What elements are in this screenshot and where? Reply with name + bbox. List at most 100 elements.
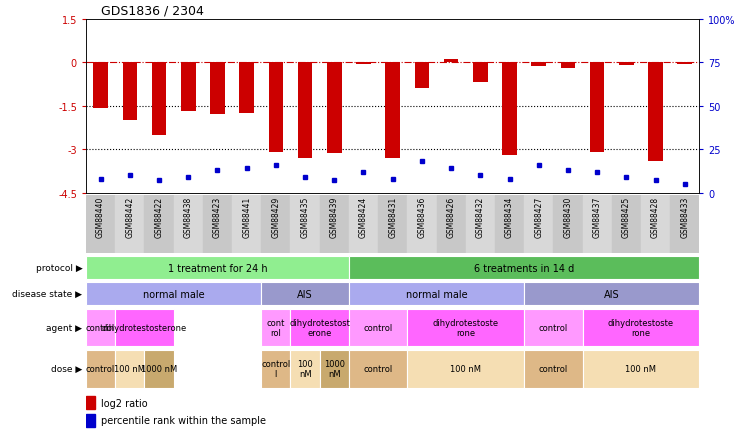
Text: GSM88425: GSM88425 bbox=[622, 197, 631, 238]
Bar bbox=[437, 195, 466, 254]
Bar bbox=[349, 350, 408, 388]
Bar bbox=[86, 414, 95, 427]
Bar bbox=[94, 63, 108, 109]
Text: control: control bbox=[364, 323, 393, 332]
Bar bbox=[115, 350, 144, 388]
Text: GDS1836 / 2304: GDS1836 / 2304 bbox=[101, 4, 204, 17]
Bar bbox=[86, 350, 115, 388]
Bar bbox=[641, 195, 670, 254]
Text: GSM88438: GSM88438 bbox=[184, 197, 193, 238]
Bar bbox=[203, 195, 232, 254]
Bar bbox=[144, 350, 174, 388]
Text: control: control bbox=[539, 323, 568, 332]
Text: control: control bbox=[364, 365, 393, 373]
Bar bbox=[444, 59, 459, 63]
Text: GSM88441: GSM88441 bbox=[242, 197, 251, 238]
Text: 100 nM: 100 nM bbox=[450, 365, 481, 373]
Text: 6 treatments in 14 d: 6 treatments in 14 d bbox=[474, 263, 574, 273]
Bar bbox=[583, 350, 699, 388]
Text: GSM88436: GSM88436 bbox=[417, 197, 426, 238]
Bar bbox=[349, 309, 408, 346]
Text: control: control bbox=[539, 365, 568, 373]
Text: 100 nM: 100 nM bbox=[625, 365, 657, 373]
Text: normal male: normal male bbox=[143, 289, 204, 299]
Bar bbox=[290, 309, 349, 346]
Text: GSM88430: GSM88430 bbox=[563, 197, 572, 238]
Text: disease state ▶: disease state ▶ bbox=[12, 289, 82, 299]
Bar bbox=[261, 309, 290, 346]
Text: normal male: normal male bbox=[405, 289, 468, 299]
Text: 100
nM: 100 nM bbox=[297, 359, 313, 378]
Bar bbox=[290, 350, 319, 388]
Text: GSM88426: GSM88426 bbox=[447, 197, 456, 238]
Text: GSM88433: GSM88433 bbox=[680, 197, 689, 238]
Bar bbox=[473, 63, 488, 83]
Text: AIS: AIS bbox=[297, 289, 313, 299]
Bar bbox=[349, 283, 524, 306]
Bar bbox=[524, 309, 583, 346]
Bar bbox=[466, 195, 495, 254]
Bar bbox=[495, 195, 524, 254]
Text: GSM88435: GSM88435 bbox=[301, 197, 310, 238]
Text: control
l: control l bbox=[261, 359, 290, 378]
Bar bbox=[115, 195, 144, 254]
Bar bbox=[86, 256, 349, 279]
Text: protocol ▶: protocol ▶ bbox=[36, 263, 82, 273]
Bar bbox=[678, 63, 692, 64]
Text: AIS: AIS bbox=[604, 289, 619, 299]
Bar bbox=[319, 350, 349, 388]
Text: log2 ratio: log2 ratio bbox=[102, 398, 148, 408]
Bar bbox=[414, 63, 429, 89]
Text: GSM88427: GSM88427 bbox=[534, 197, 543, 238]
Text: GSM88434: GSM88434 bbox=[505, 197, 514, 238]
Text: GSM88439: GSM88439 bbox=[330, 197, 339, 238]
Text: agent ▶: agent ▶ bbox=[46, 323, 82, 332]
Bar bbox=[115, 309, 174, 346]
Text: 100 nM: 100 nM bbox=[114, 365, 145, 373]
Text: 1000 nM: 1000 nM bbox=[141, 365, 177, 373]
Bar bbox=[356, 63, 371, 64]
Bar bbox=[524, 195, 554, 254]
Text: dihydrotestosterone: dihydrotestosterone bbox=[102, 323, 187, 332]
Text: control: control bbox=[86, 365, 115, 373]
Text: GSM88422: GSM88422 bbox=[155, 197, 164, 237]
Text: dihydrotestoste
rone: dihydrotestoste rone bbox=[432, 318, 499, 337]
Bar bbox=[86, 283, 261, 306]
Bar bbox=[239, 63, 254, 114]
Bar bbox=[86, 195, 115, 254]
Bar bbox=[327, 63, 342, 154]
Bar bbox=[670, 195, 699, 254]
Bar bbox=[144, 195, 174, 254]
Text: dose ▶: dose ▶ bbox=[51, 365, 82, 373]
Bar bbox=[290, 195, 319, 254]
Text: dihydrotestoste
rone: dihydrotestoste rone bbox=[608, 318, 674, 337]
Bar bbox=[590, 63, 604, 153]
Bar bbox=[349, 256, 699, 279]
Text: GSM88429: GSM88429 bbox=[272, 197, 280, 238]
Bar bbox=[649, 63, 663, 161]
Bar bbox=[378, 195, 408, 254]
Text: GSM88432: GSM88432 bbox=[476, 197, 485, 238]
Text: GSM88431: GSM88431 bbox=[388, 197, 397, 238]
Bar bbox=[349, 195, 378, 254]
Bar bbox=[408, 195, 437, 254]
Bar bbox=[408, 350, 524, 388]
Bar bbox=[261, 283, 349, 306]
Text: GSM88442: GSM88442 bbox=[126, 197, 135, 238]
Bar bbox=[524, 350, 583, 388]
Text: percentile rank within the sample: percentile rank within the sample bbox=[102, 415, 266, 425]
Bar bbox=[152, 63, 166, 135]
Bar bbox=[269, 63, 283, 153]
Bar bbox=[583, 309, 699, 346]
Text: GSM88423: GSM88423 bbox=[213, 197, 222, 238]
Bar bbox=[524, 283, 699, 306]
Bar bbox=[261, 195, 290, 254]
Text: GSM88424: GSM88424 bbox=[359, 197, 368, 238]
Bar bbox=[319, 195, 349, 254]
Bar bbox=[298, 63, 313, 158]
Bar bbox=[181, 63, 195, 112]
Bar bbox=[502, 63, 517, 155]
Bar bbox=[86, 397, 95, 409]
Bar bbox=[261, 350, 290, 388]
Bar bbox=[123, 63, 137, 121]
